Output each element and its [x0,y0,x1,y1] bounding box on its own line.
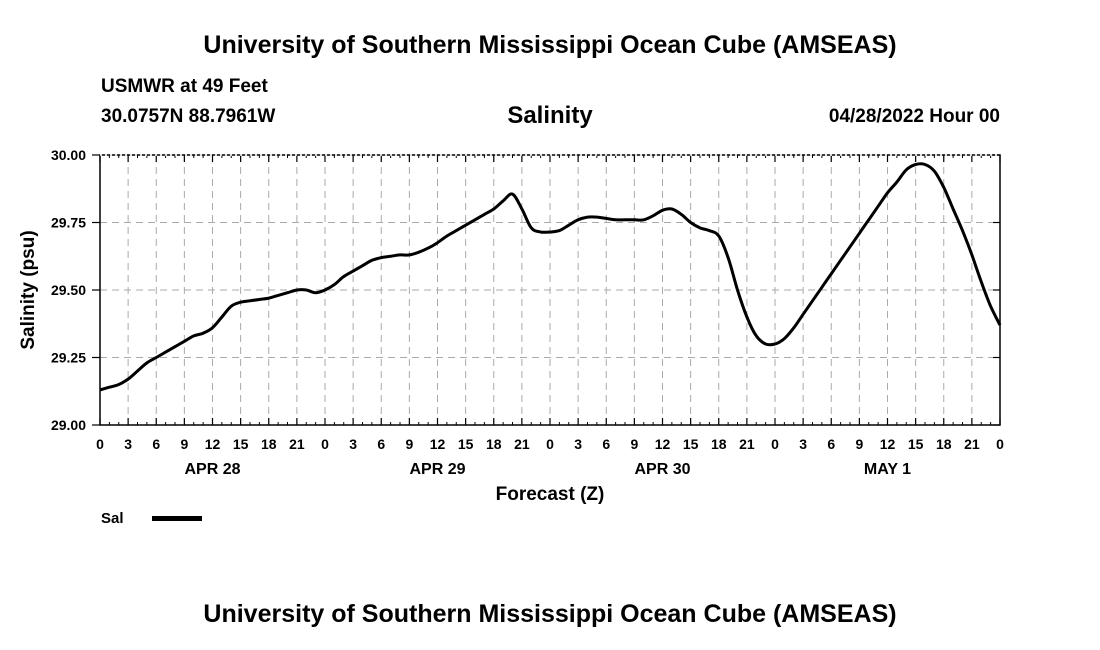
x-tick-label: 0 [321,436,329,452]
x-tick-label: 15 [233,436,249,452]
x-tick-label: 21 [964,436,980,452]
chart-title: Salinity [507,102,593,129]
legend-label-sal: Sal [101,510,124,527]
x-tick-label: 18 [711,436,727,452]
x-tick-label: 3 [799,436,807,452]
chart-legend: Sal [101,510,202,527]
x-tick-label: 3 [574,436,582,452]
x-tick-label: 12 [430,436,446,452]
x-day-label: APR 28 [184,461,240,478]
series-line-sal [99,162,1002,392]
x-tick-label: 9 [855,436,863,452]
x-day-label: APR 30 [634,461,690,478]
x-tick-label: 12 [205,436,221,452]
y-tick-label: 29.00 [51,417,86,433]
x-tick-label: 12 [880,436,896,452]
x-tick-label: 9 [180,436,188,452]
x-tick-label: 6 [827,436,835,452]
page-title: University of Southern Mississippi Ocean… [203,31,897,59]
chart-axes: 0 3 6 9 12 15 18 21 0 3 6 9 12 15 18 21 0 3 6 9 12 15 18 21 0 3 6 9… [51,147,1004,478]
chart-grid [100,155,1000,425]
x-tick-label: 0 [546,436,554,452]
x-tick-label: 9 [630,436,638,452]
x-tick-label: 15 [683,436,699,452]
x-day-label: MAY 1 [864,461,911,478]
y-tick-label: 29.50 [51,282,86,298]
x-tick-label: 3 [349,436,357,452]
x-tick-label: 18 [261,436,277,452]
y-tick-label: 29.25 [51,350,86,366]
x-tick-label: 6 [602,436,610,452]
legend-line-sal [151,516,202,521]
y-tick-label: 29.75 [51,215,86,231]
x-tick-label: 21 [739,436,755,452]
x-tick-label: 3 [124,436,132,452]
x-tick-label: 12 [655,436,671,452]
x-tick-label: 21 [289,436,305,452]
x-tick-label: 15 [458,436,474,452]
x-tick-label: 18 [936,436,952,452]
x-tick-label: 0 [96,436,104,452]
forecast-run-time: 04/28/2022 Hour 00 [828,106,1000,127]
x-tick-label: 6 [377,436,385,452]
x-tick-label: 15 [908,436,924,452]
footer-title: University of Southern Mississippi Ocean… [203,600,897,628]
station-coordinates: 30.0757N 88.7961W [101,106,276,127]
x-tick-label: 9 [405,436,413,452]
y-axis-title: Salinity (psu) [18,230,39,349]
y-tick-label: 30.00 [51,147,86,163]
x-tick-label: 6 [152,436,160,452]
x-tick-label: 0 [996,436,1004,452]
x-tick-label: 0 [771,436,779,452]
x-axis-title: Forecast (Z) [496,484,605,505]
station-name: USMWR at 49 Feet [101,76,268,97]
x-tick-label: 18 [486,436,502,452]
chart-series [99,162,1002,392]
x-day-label: APR 29 [409,461,465,478]
x-tick-label: 21 [514,436,530,452]
